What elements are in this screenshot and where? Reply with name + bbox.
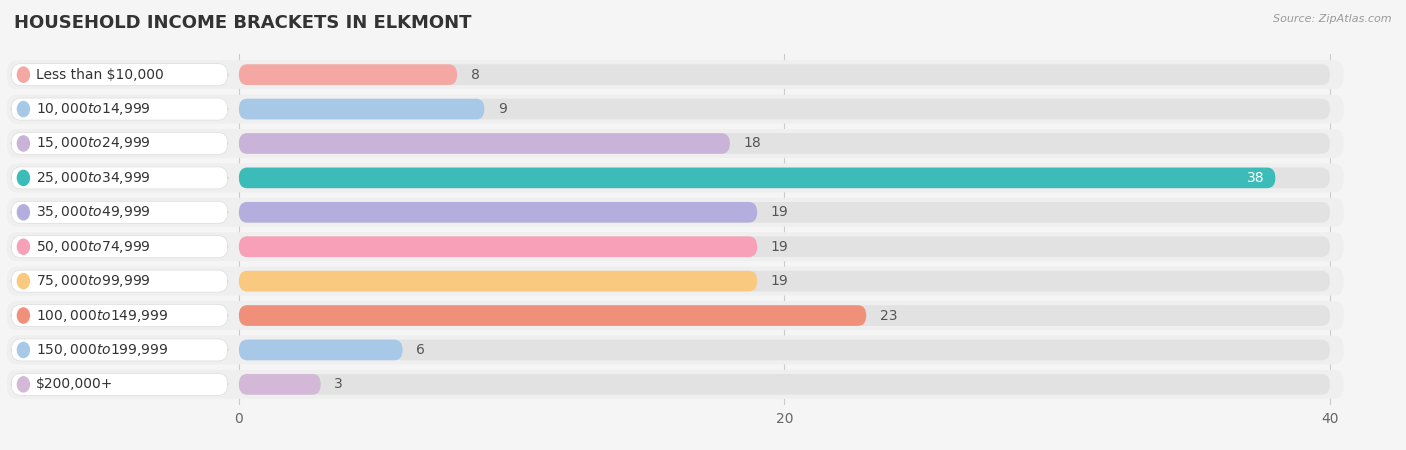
Text: 3: 3 <box>335 378 343 392</box>
FancyBboxPatch shape <box>239 374 1330 395</box>
FancyBboxPatch shape <box>7 232 1344 261</box>
Text: Less than $10,000: Less than $10,000 <box>35 68 163 81</box>
FancyBboxPatch shape <box>239 167 1275 188</box>
Text: $50,000 to $74,999: $50,000 to $74,999 <box>35 238 150 255</box>
Text: 8: 8 <box>471 68 479 81</box>
Circle shape <box>17 136 30 151</box>
FancyBboxPatch shape <box>239 271 1330 292</box>
FancyBboxPatch shape <box>11 270 228 292</box>
FancyBboxPatch shape <box>7 336 1344 364</box>
Circle shape <box>17 102 30 117</box>
Text: $15,000 to $24,999: $15,000 to $24,999 <box>35 135 150 152</box>
FancyBboxPatch shape <box>239 305 866 326</box>
Text: Source: ZipAtlas.com: Source: ZipAtlas.com <box>1274 14 1392 23</box>
Circle shape <box>17 67 30 82</box>
FancyBboxPatch shape <box>7 129 1344 158</box>
FancyBboxPatch shape <box>11 236 228 258</box>
Circle shape <box>17 377 30 392</box>
Text: 18: 18 <box>744 136 761 150</box>
FancyBboxPatch shape <box>239 374 321 395</box>
FancyBboxPatch shape <box>239 167 1330 188</box>
FancyBboxPatch shape <box>11 201 228 223</box>
FancyBboxPatch shape <box>7 94 1344 123</box>
FancyBboxPatch shape <box>7 163 1344 192</box>
FancyBboxPatch shape <box>239 133 730 154</box>
Text: 6: 6 <box>416 343 425 357</box>
Text: $35,000 to $49,999: $35,000 to $49,999 <box>35 204 150 220</box>
Circle shape <box>17 170 30 185</box>
Circle shape <box>17 308 30 323</box>
FancyBboxPatch shape <box>239 236 756 257</box>
FancyBboxPatch shape <box>239 236 1330 257</box>
FancyBboxPatch shape <box>11 305 228 327</box>
FancyBboxPatch shape <box>11 98 228 120</box>
FancyBboxPatch shape <box>239 133 1330 154</box>
Text: $200,000+: $200,000+ <box>35 378 112 392</box>
Text: 19: 19 <box>770 274 789 288</box>
FancyBboxPatch shape <box>11 167 228 189</box>
Text: 23: 23 <box>880 309 897 323</box>
FancyBboxPatch shape <box>11 132 228 154</box>
Text: 38: 38 <box>1247 171 1264 185</box>
Circle shape <box>17 274 30 289</box>
FancyBboxPatch shape <box>7 198 1344 227</box>
FancyBboxPatch shape <box>239 99 484 119</box>
Text: HOUSEHOLD INCOME BRACKETS IN ELKMONT: HOUSEHOLD INCOME BRACKETS IN ELKMONT <box>14 14 471 32</box>
FancyBboxPatch shape <box>7 267 1344 296</box>
FancyBboxPatch shape <box>239 64 457 85</box>
Text: $150,000 to $199,999: $150,000 to $199,999 <box>35 342 169 358</box>
FancyBboxPatch shape <box>239 271 756 292</box>
Text: $10,000 to $14,999: $10,000 to $14,999 <box>35 101 150 117</box>
Text: 19: 19 <box>770 240 789 254</box>
Circle shape <box>17 342 30 357</box>
FancyBboxPatch shape <box>239 202 1330 223</box>
FancyBboxPatch shape <box>11 63 228 86</box>
FancyBboxPatch shape <box>7 301 1344 330</box>
FancyBboxPatch shape <box>7 60 1344 89</box>
Circle shape <box>17 205 30 220</box>
FancyBboxPatch shape <box>239 305 1330 326</box>
FancyBboxPatch shape <box>11 374 228 396</box>
FancyBboxPatch shape <box>239 64 1330 85</box>
Text: 9: 9 <box>498 102 508 116</box>
Text: $75,000 to $99,999: $75,000 to $99,999 <box>35 273 150 289</box>
FancyBboxPatch shape <box>7 370 1344 399</box>
Text: $25,000 to $34,999: $25,000 to $34,999 <box>35 170 150 186</box>
FancyBboxPatch shape <box>11 339 228 361</box>
FancyBboxPatch shape <box>239 99 1330 119</box>
FancyBboxPatch shape <box>239 340 1330 360</box>
Circle shape <box>17 239 30 254</box>
Text: $100,000 to $149,999: $100,000 to $149,999 <box>35 307 169 324</box>
FancyBboxPatch shape <box>239 202 756 223</box>
Text: 19: 19 <box>770 205 789 219</box>
FancyBboxPatch shape <box>239 340 402 360</box>
